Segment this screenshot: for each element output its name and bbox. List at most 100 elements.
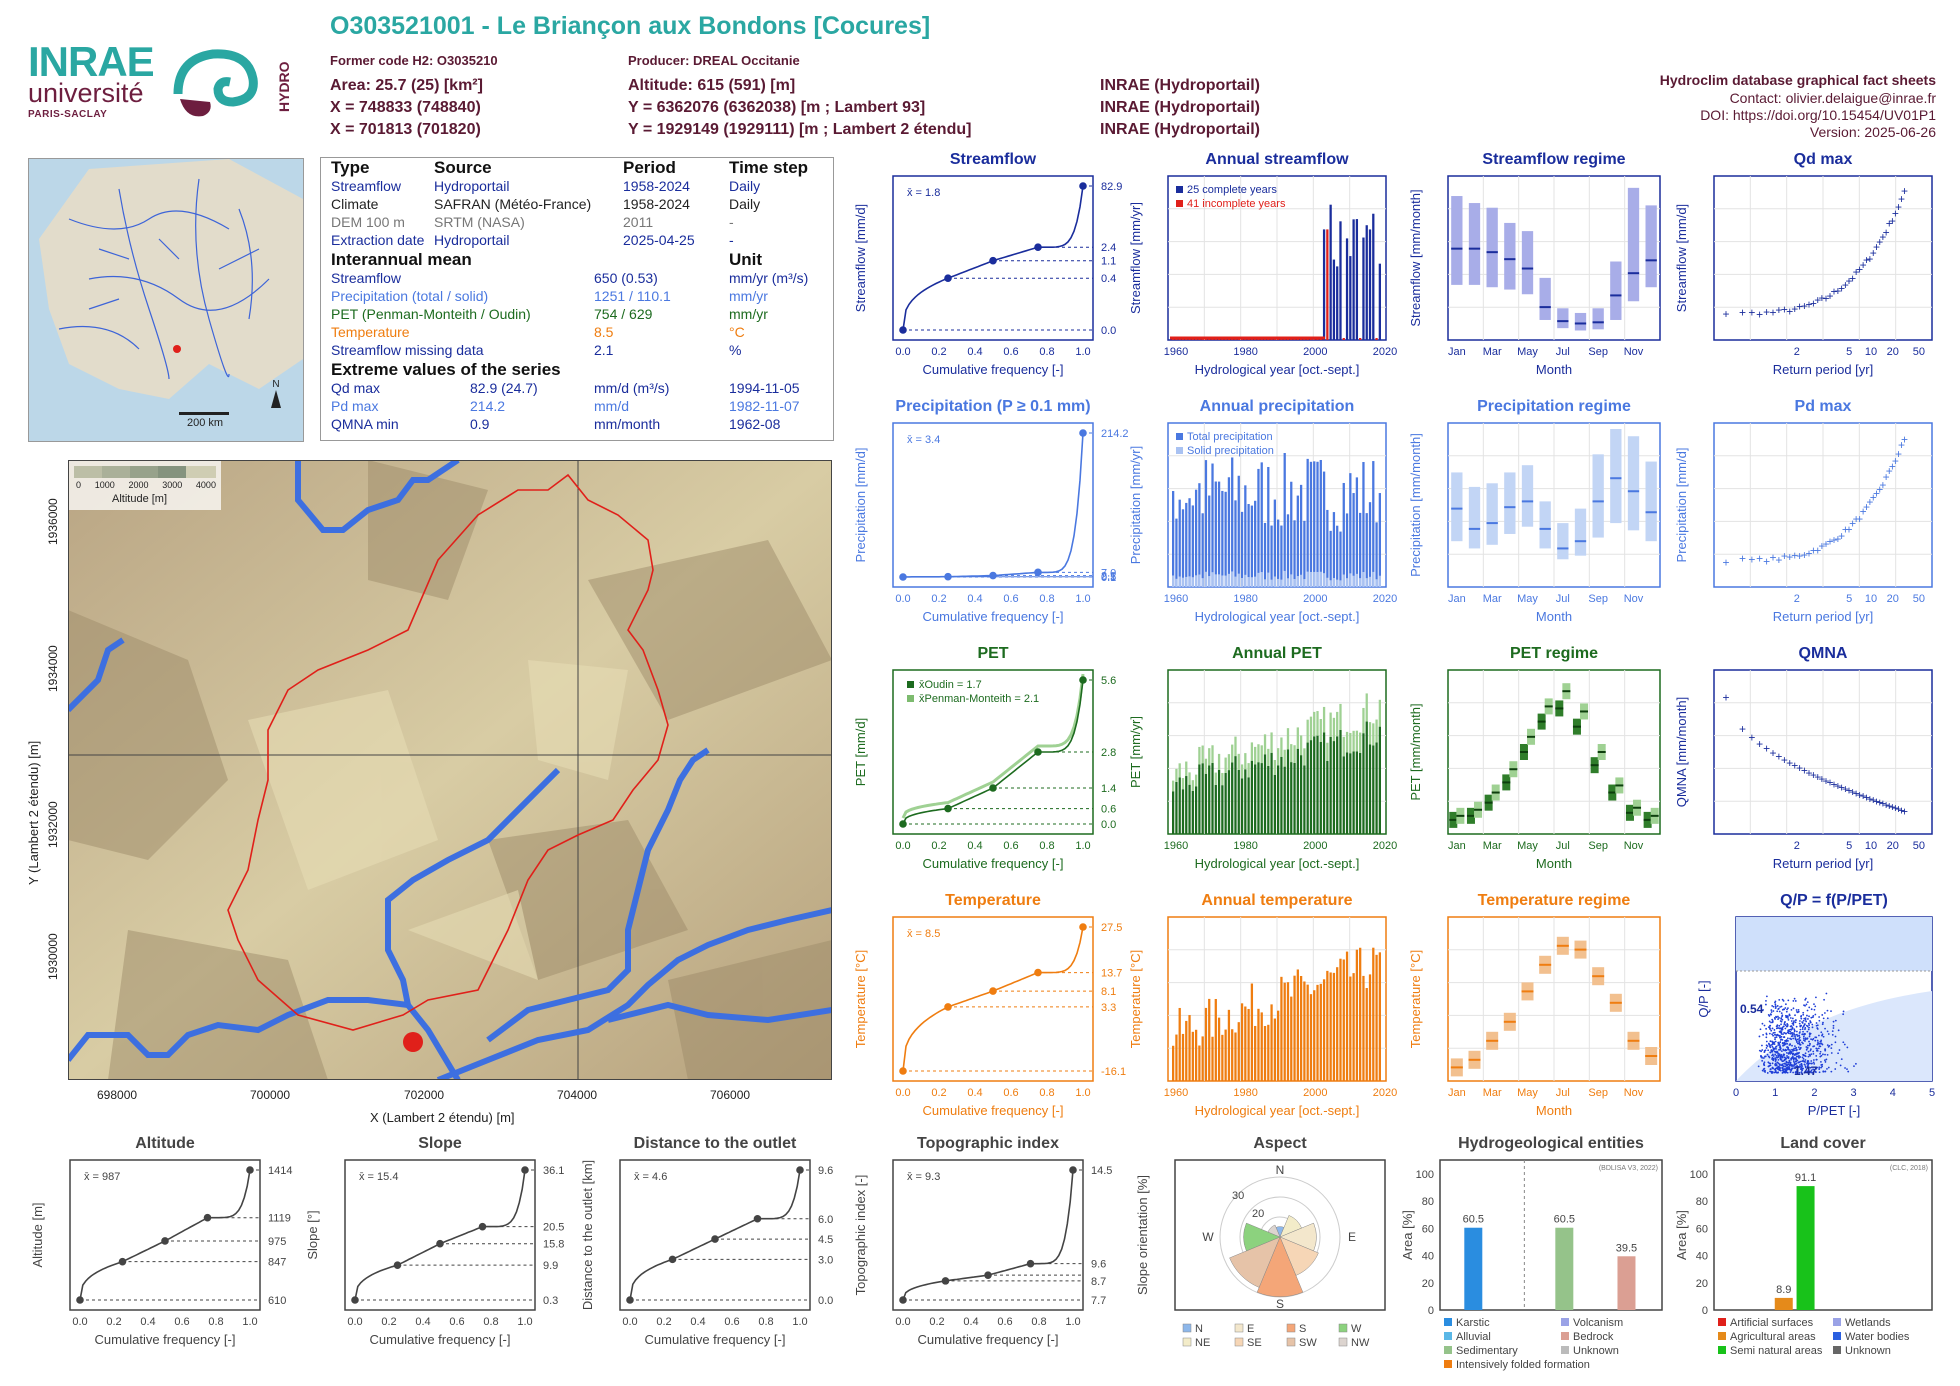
streamflow_cdf-xlabel: Cumulative frequency [-] — [923, 362, 1064, 377]
qp_budyko-point — [1790, 1028, 1793, 1031]
qp_budyko-point — [1772, 1010, 1775, 1012]
qp_budyko-point — [1801, 1041, 1803, 1044]
annual_pet-bar — [1263, 754, 1267, 834]
aspect-legend-swatch — [1234, 1337, 1244, 1347]
pet_cdf-ylabel: PET [mm/d] — [853, 718, 868, 786]
qp_budyko-point — [1819, 1045, 1822, 1048]
qp_budyko-point — [1772, 1034, 1775, 1037]
france-map-graphic — [29, 159, 303, 441]
hydrogeology-bar-label: 39.5 — [1616, 1242, 1637, 1254]
annual_precip-bar-solid — [1175, 578, 1178, 587]
annual_pet-bar — [1303, 765, 1306, 834]
pd_max-point: + — [1849, 517, 1856, 531]
precip_cdf-right-label: 214.2 — [1101, 428, 1129, 440]
pet_regime-panel: PET regime PET [mm/month] Month Jan Mar May Ju… — [1408, 645, 1661, 871]
qp_budyko-point — [1765, 1047, 1768, 1049]
annual_precip-bar — [1211, 463, 1214, 587]
qp_budyko-point — [1799, 1028, 1802, 1031]
topo_cdf-quantile-point — [899, 1296, 907, 1304]
qp_budyko-point — [1765, 1036, 1768, 1039]
contact: Contact: olivier.delaigue@inrae.fr — [1729, 90, 1936, 106]
pet_cdf-panel: PET PET [mm/d] Cumulative frequency [-] 5.6… — [853, 645, 1116, 871]
streamflow_regime-box — [1645, 205, 1657, 288]
precip_regime-x-tick: Nov — [1624, 593, 1644, 605]
distance_cdf-quantile-point — [711, 1235, 719, 1243]
annual_temp-bar — [1319, 983, 1322, 1081]
paris-saclay-logo-text: PARIS-SACLAY — [28, 109, 108, 120]
qp_budyko-point — [1855, 1062, 1857, 1065]
qp_budyko-point — [1806, 1001, 1809, 1004]
slope_cdf-quantile-point — [393, 1261, 402, 1269]
qp_budyko-point — [1781, 1064, 1784, 1067]
annual_precip-x-tick: 1960 — [1164, 593, 1188, 605]
streamflow_cdf-right-label: 0.4 — [1101, 273, 1116, 285]
annual_pet-bar-pm — [1172, 780, 1175, 792]
qp_budyko-point — [1804, 998, 1807, 1001]
qp_budyko-point — [1811, 1071, 1813, 1074]
qd_max-x-tick: 5 — [1846, 346, 1852, 358]
qp_budyko-point — [1804, 1066, 1807, 1069]
annual_pet-bar — [1257, 762, 1260, 834]
qp_budyko-point — [1765, 1033, 1768, 1036]
basin-map-frame — [68, 460, 832, 1080]
qmna-point: + — [1853, 787, 1860, 801]
qp_budyko-energy-zone — [1736, 917, 1932, 971]
qp_budyko-point — [1799, 1064, 1801, 1066]
annual_pet-bar-pm — [1355, 730, 1359, 752]
annual_pet-bar — [1336, 736, 1339, 834]
annual_pet-bar-pm — [1208, 748, 1211, 766]
qp_budyko-point — [1806, 1071, 1809, 1074]
annual_precip-bar — [1270, 525, 1273, 587]
temp_cdf-x-tick: 1.0 — [1075, 1087, 1090, 1099]
annual_pet-bar — [1372, 745, 1375, 834]
qp_budyko-point — [1772, 1055, 1775, 1057]
qp_budyko-point — [1789, 1052, 1792, 1055]
qp_budyko-point — [1815, 1058, 1818, 1061]
annual_temp-bar — [1362, 975, 1365, 1081]
altitude_cdf-right-label: 975 — [268, 1236, 286, 1248]
slope_cdf-quantile-point — [521, 1166, 529, 1174]
aspect-legend-swatch — [1338, 1323, 1348, 1333]
hydrogeology-panel: Hydrogeological entities Area [%] (BDLISA … — [1400, 1135, 1663, 1371]
distance_cdf-x-tick: 0.6 — [724, 1316, 739, 1328]
landcover-legend-label: Agricultural areas — [1730, 1331, 1816, 1343]
annual_precip-bar — [1352, 493, 1355, 587]
qp_budyko-point — [1781, 1055, 1784, 1058]
aspect-legend-label: E — [1247, 1323, 1254, 1335]
pd_max-point: + — [1818, 539, 1825, 553]
hydro-wave-icon — [173, 49, 258, 117]
pd_max-point: + — [1863, 500, 1870, 514]
qp_budyko-point — [1782, 1065, 1785, 1068]
hydrogeology-legend-label: Alluvial — [1456, 1331, 1491, 1343]
pd_max-point: + — [1895, 447, 1902, 461]
annual_temp-bar — [1214, 998, 1217, 1081]
qp_budyko-point — [1763, 1070, 1766, 1073]
landcover-legend-swatch — [1833, 1318, 1841, 1326]
temp_cdf-right-label: 27.5 — [1101, 922, 1122, 934]
hydrogeology-y-tick: 60 — [1422, 1223, 1434, 1235]
annual_temp-bar — [1322, 979, 1326, 1081]
qp_budyko-point — [1819, 1055, 1822, 1058]
slope_cdf-x-tick: 0.2 — [381, 1316, 396, 1328]
slope_cdf-right-label: 20.5 — [543, 1222, 564, 1234]
annual_precip-bar — [1319, 459, 1322, 587]
precip_cdf-x-tick: 0.4 — [967, 593, 982, 605]
altitude_cdf-quantile-point — [161, 1237, 169, 1245]
qp_budyko-point — [1781, 998, 1784, 1001]
altitude: Altitude: 615 (591) [m] — [628, 77, 796, 94]
precip_regime-box — [1504, 472, 1516, 534]
qp_budyko-point — [1804, 1037, 1807, 1040]
qp_budyko-point — [1775, 1016, 1778, 1019]
precip_cdf-quantile-point — [989, 571, 997, 580]
annual_pet-bar — [1234, 756, 1237, 834]
streamflow_regime-box — [1574, 312, 1587, 331]
version: Version: 2025-06-26 — [1809, 124, 1936, 140]
altitude_cdf-right-label: 1119 — [268, 1213, 291, 1225]
annual_precip-bar-solid — [1240, 577, 1244, 587]
pd_max-xlabel: Return period [yr] — [1773, 609, 1873, 624]
qp_budyko-point — [1793, 1020, 1795, 1022]
qp_budyko-point — [1823, 1012, 1826, 1014]
landcover-y-tick: 40 — [1696, 1251, 1708, 1263]
hydrogeology-y-tick: 20 — [1422, 1278, 1434, 1290]
annual_pet-bar — [1237, 769, 1240, 834]
